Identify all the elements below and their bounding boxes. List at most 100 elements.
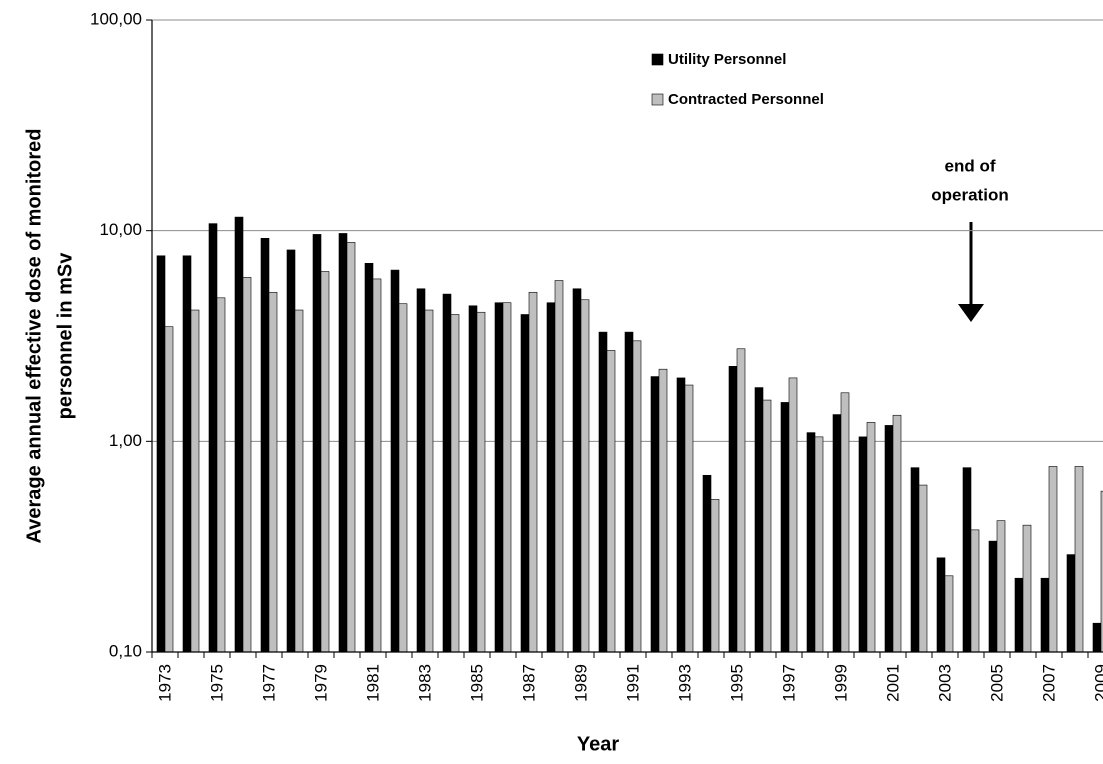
annotation: end of (945, 156, 996, 175)
bar (494, 302, 504, 653)
bar (346, 242, 356, 653)
bar (216, 297, 226, 653)
bar (572, 288, 582, 653)
bar (624, 331, 634, 653)
bar (260, 237, 270, 653)
bar (650, 376, 660, 653)
bar (884, 425, 894, 653)
bar (780, 402, 790, 653)
bar (520, 314, 530, 653)
x-tick-label: 2003 (935, 664, 954, 702)
x-tick-label: 1975 (207, 664, 226, 702)
bar (858, 436, 868, 653)
bar (736, 348, 746, 653)
x-tick-label: 1987 (519, 664, 538, 702)
bar (684, 384, 694, 653)
bar (320, 271, 330, 653)
bar (182, 255, 192, 653)
legend-label: Contracted Personnel (668, 91, 824, 108)
bar (910, 467, 920, 653)
x-tick-label: 1991 (623, 664, 642, 702)
bar (1092, 622, 1102, 653)
bar (1066, 554, 1076, 653)
bar (338, 233, 348, 653)
bar (1014, 577, 1024, 653)
bar (546, 302, 556, 653)
bar (598, 331, 608, 653)
y-tick-label: 10,00 (99, 220, 142, 239)
legend-swatch (651, 93, 664, 106)
bar (944, 575, 954, 653)
x-tick-label: 1983 (415, 664, 434, 702)
x-tick-label: 2009 (1091, 664, 1103, 702)
x-tick-label: 1981 (363, 664, 382, 702)
bar (234, 216, 244, 653)
bar (970, 529, 980, 653)
x-tick-label: 2007 (1039, 664, 1058, 702)
bar (918, 484, 928, 653)
bar (606, 350, 616, 653)
bar (286, 249, 296, 653)
bar (814, 436, 824, 653)
x-tick-label: 1989 (571, 664, 590, 702)
bar (242, 277, 252, 653)
bar (762, 399, 772, 653)
x-tick-label: 1997 (779, 664, 798, 702)
bar (398, 303, 408, 653)
bar (190, 309, 200, 653)
x-tick-label: 1999 (831, 664, 850, 702)
bar (424, 309, 434, 653)
bar (632, 340, 642, 653)
bar (208, 223, 218, 653)
bar (364, 262, 374, 653)
y-axis-title: Average annual effective dose of monitor… (23, 129, 45, 544)
bar (312, 234, 322, 653)
x-tick-label: 1993 (675, 664, 694, 702)
x-tick-label: 1973 (155, 664, 174, 702)
bar (788, 377, 798, 653)
x-tick-label: 1979 (311, 664, 330, 702)
bar (988, 540, 998, 653)
legend-label: Utility Personnel (668, 51, 786, 68)
bar (294, 309, 304, 653)
bar (996, 520, 1006, 653)
bar (554, 280, 564, 653)
x-axis-title: Year (577, 733, 619, 755)
bar (1040, 577, 1050, 653)
y-axis-title: personnel in mSv (54, 252, 76, 420)
y-tick-label: 100,00 (90, 9, 142, 28)
annotation-arrowhead (958, 304, 984, 322)
bar (390, 269, 400, 653)
bar (268, 291, 278, 653)
bar (156, 255, 166, 653)
bar (728, 366, 738, 653)
bar (1022, 524, 1032, 653)
bar (1048, 466, 1058, 653)
bar (416, 288, 426, 653)
bar (442, 293, 452, 653)
bar (806, 432, 816, 653)
x-tick-label: 1995 (727, 664, 746, 702)
bar (468, 305, 478, 653)
bar (962, 467, 972, 653)
annotation: operation (931, 185, 1008, 204)
x-tick-label: 1985 (467, 664, 486, 702)
bar (528, 291, 538, 653)
bar (476, 311, 486, 653)
x-tick-label: 1977 (259, 664, 278, 702)
bar (754, 387, 764, 653)
bar (450, 314, 460, 653)
bar (580, 299, 590, 653)
y-tick-label: 0,10 (109, 641, 142, 660)
bar (372, 278, 382, 653)
bar (502, 302, 512, 653)
bar (702, 474, 712, 653)
x-tick-label: 2005 (987, 664, 1006, 702)
bar (840, 392, 850, 653)
bar (710, 499, 720, 653)
bar (892, 414, 902, 653)
x-tick-label: 2001 (883, 664, 902, 702)
y-tick-label: 1,00 (109, 431, 142, 450)
bar (1100, 490, 1103, 653)
bar (832, 414, 842, 653)
